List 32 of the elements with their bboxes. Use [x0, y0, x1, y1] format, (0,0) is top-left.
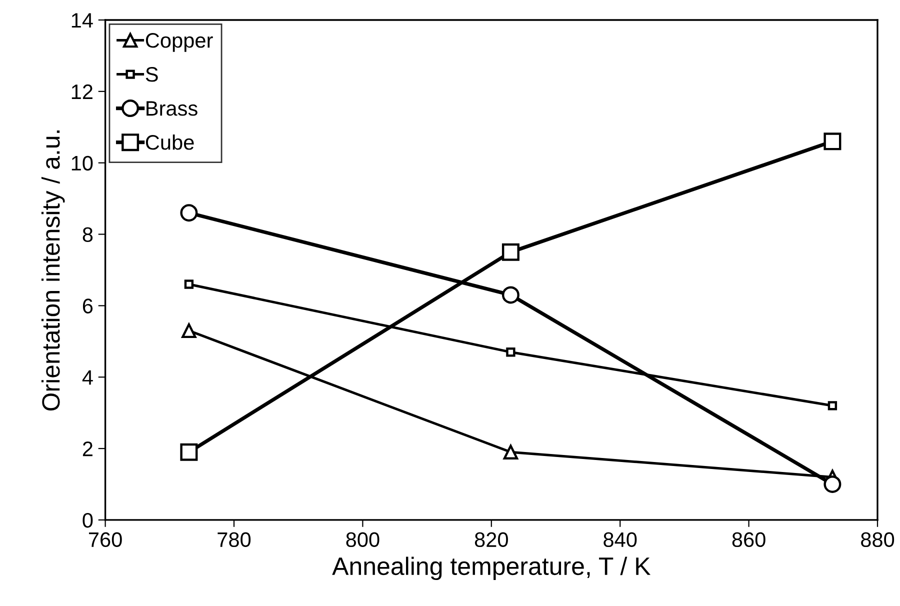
point	[184, 280, 194, 289]
point	[180, 204, 198, 222]
y-tick-label: 6	[82, 298, 93, 314]
x-tick-label: 880	[861, 532, 894, 548]
x-axis-title: Annealing temperature, T / K	[332, 556, 650, 580]
y-tick-label: 14	[72, 13, 93, 28]
y-tick-label: 10	[72, 156, 93, 171]
y-tick-label: 12	[72, 84, 92, 99]
point	[180, 443, 198, 461]
point	[828, 401, 838, 410]
point	[503, 444, 518, 460]
x-tick-label: 820	[474, 532, 508, 548]
point	[824, 475, 842, 493]
x-tick-label: 840	[604, 532, 637, 548]
point	[502, 286, 520, 304]
point	[182, 323, 196, 338]
y-axis-title: Orientation intensity / a.u.	[41, 130, 65, 411]
x-tick-label: 780	[218, 532, 251, 548]
point	[824, 132, 842, 150]
x-tick-label: 760	[88, 532, 122, 548]
legend-label: Brass	[146, 101, 198, 116]
y-tick-label: 2	[82, 442, 92, 456]
y-tick-label: 0	[82, 512, 93, 528]
y-tick-label: 8	[82, 227, 93, 242]
point	[506, 348, 516, 357]
x-tick-label: 860	[732, 532, 766, 548]
point	[502, 243, 520, 261]
legend-label: S	[146, 67, 158, 82]
legend-label: Copper	[146, 33, 213, 52]
x-tick-label: 800	[346, 532, 380, 548]
y-tick-label: 4	[82, 370, 93, 385]
legend-label: Cube	[146, 134, 194, 150]
